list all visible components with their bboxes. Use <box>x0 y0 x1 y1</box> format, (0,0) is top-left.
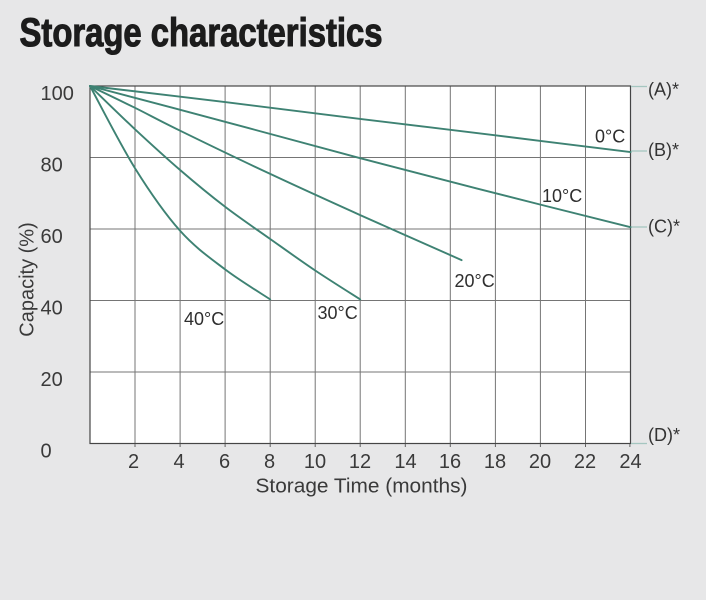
svg-text:10°C: 10°C <box>542 186 582 206</box>
svg-text:8: 8 <box>264 451 275 473</box>
svg-text:14: 14 <box>394 451 416 473</box>
svg-text:18: 18 <box>484 451 506 473</box>
svg-text:30°C: 30°C <box>318 303 358 323</box>
svg-text:20: 20 <box>529 451 551 473</box>
svg-text:40: 40 <box>41 298 63 320</box>
svg-text:0°C: 0°C <box>595 127 625 147</box>
svg-text:12: 12 <box>349 451 371 473</box>
svg-text:10: 10 <box>304 451 326 473</box>
svg-text:6: 6 <box>219 451 230 473</box>
svg-text:Storage Time (months): Storage Time (months) <box>256 476 468 498</box>
svg-text:16: 16 <box>439 451 461 473</box>
svg-text:Capacity (%): Capacity (%) <box>17 222 39 336</box>
svg-text:40°C: 40°C <box>184 309 224 329</box>
svg-text:80: 80 <box>41 155 63 177</box>
svg-text:22: 22 <box>574 451 596 473</box>
svg-text:20°C: 20°C <box>455 271 495 291</box>
svg-text:(B)*: (B)* <box>648 140 679 160</box>
svg-text:100: 100 <box>41 83 74 105</box>
svg-text:0: 0 <box>41 441 52 463</box>
svg-text:20: 20 <box>41 369 63 391</box>
svg-text:Storage characteristics: Storage characteristics <box>20 11 383 55</box>
svg-text:4: 4 <box>173 451 184 473</box>
svg-text:24: 24 <box>619 451 641 473</box>
svg-text:2: 2 <box>128 451 139 473</box>
svg-text:(C)*: (C)* <box>648 217 680 237</box>
svg-text:(A)*: (A)* <box>648 80 679 100</box>
svg-text:(D)*: (D)* <box>648 425 680 445</box>
svg-text:60: 60 <box>41 226 63 248</box>
